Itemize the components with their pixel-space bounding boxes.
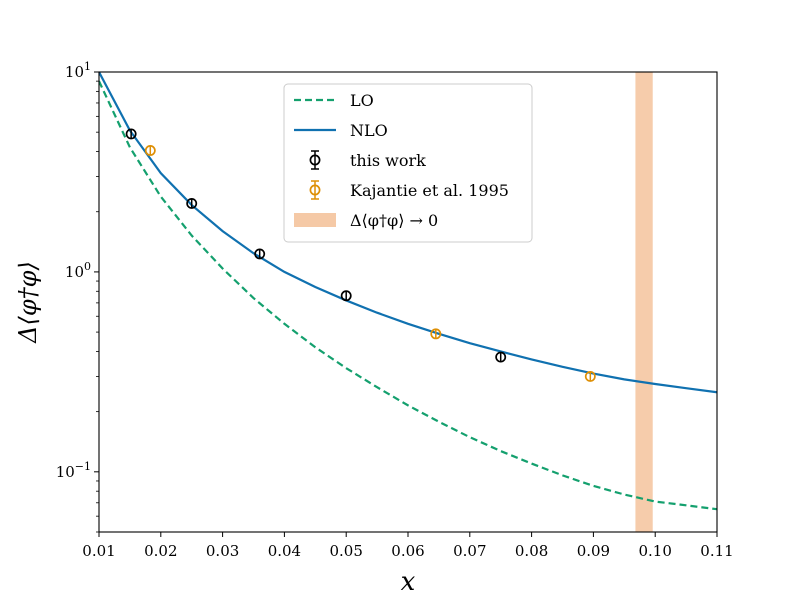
- marker: [584, 370, 596, 382]
- data-point: [584, 370, 596, 382]
- data-point: [144, 145, 156, 156]
- marker: [125, 128, 137, 140]
- marker: [186, 198, 198, 209]
- legend-entry: NLO: [294, 121, 388, 140]
- data-point: [125, 128, 137, 140]
- y-axis: 10−1 100 101: [56, 60, 99, 533]
- marker: [430, 328, 442, 340]
- legend-frame: [283, 83, 533, 243]
- x-tick-label: 0.08: [515, 542, 548, 560]
- x-tick-label: 0.09: [577, 542, 610, 560]
- legend-label: this work: [350, 151, 426, 170]
- marker: [144, 145, 156, 156]
- legend-entry: this work: [309, 150, 426, 170]
- series-line-nlo: [99, 72, 717, 394]
- marker: [254, 248, 266, 260]
- legend-label: LO: [350, 91, 374, 110]
- x-tick-label: 0.05: [329, 542, 362, 560]
- y-axis-label: Δ⟨φ†φ⟩: [14, 261, 42, 344]
- legend-label: NLO: [350, 121, 388, 140]
- x-tick-label: 0.04: [268, 542, 301, 560]
- legend-marker: [309, 184, 321, 196]
- x-tick-label: 0.07: [453, 542, 486, 560]
- legend-swatch: [294, 213, 336, 227]
- x-tick-label: 0.01: [82, 542, 115, 560]
- x-axis-label: x: [401, 567, 416, 597]
- legend-label: Δ⟨φ†φ⟩ → 0: [350, 211, 438, 230]
- legend-entry: Kajantie et al. 1995: [309, 180, 509, 200]
- legend-marker: [309, 154, 321, 166]
- plot-area: [99, 72, 717, 532]
- y-tick-label: 100: [65, 260, 91, 281]
- band-0: [635, 72, 653, 532]
- data-point: [254, 248, 266, 260]
- x-tick-label: 0.06: [391, 542, 424, 560]
- x-tick-label: 0.02: [144, 542, 177, 560]
- legend-entry: Δ⟨φ†φ⟩ → 0: [294, 211, 438, 230]
- x-tick-label: 0.11: [700, 542, 733, 560]
- legend-label: Kajantie et al. 1995: [350, 181, 509, 200]
- data-point: [340, 290, 352, 302]
- data-point: [430, 328, 442, 340]
- marker: [340, 290, 352, 302]
- data-point: [495, 351, 507, 363]
- x-tick-label: 0.10: [638, 542, 671, 560]
- data-point: [186, 198, 198, 209]
- y-tick-label: 10−1: [56, 460, 91, 481]
- x-axis: 0.01 0.02 0.03 0.04 0.05 0.06 0.07 0.08 0.09 0.10…: [82, 532, 734, 560]
- series-line-lo: [99, 80, 717, 511]
- y-tick-label: 101: [65, 60, 91, 81]
- x-tick-label: 0.03: [206, 542, 239, 560]
- marker: [495, 351, 507, 363]
- legend-entry: LO: [294, 91, 374, 110]
- legend: LO NLO this work Kajantie et al. 1995 Δ⟨φ†φ⟩…: [283, 83, 533, 243]
